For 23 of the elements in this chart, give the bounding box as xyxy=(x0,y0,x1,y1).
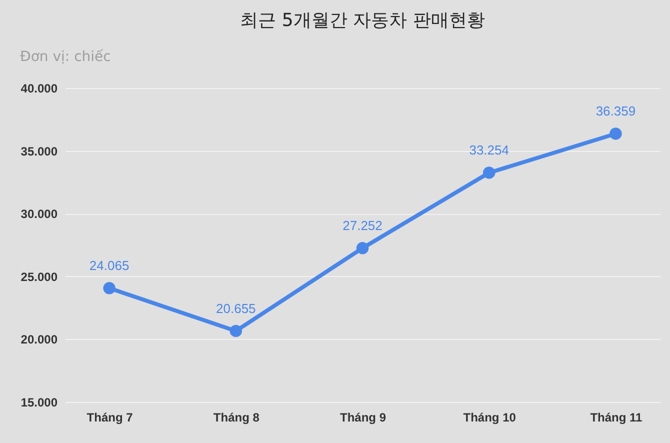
point xyxy=(356,242,369,254)
chart-title: 최근 5개월간 자동차 판매현황 xyxy=(240,10,485,31)
x-tick-label: Tháng 9 xyxy=(340,410,386,424)
y-tick-label: 30.000 xyxy=(20,207,58,222)
text: 27.252 xyxy=(342,218,382,234)
y-tick-label: 15.000 xyxy=(20,396,58,410)
point xyxy=(610,128,622,140)
text: 20.655 xyxy=(216,300,256,316)
y-tick-label: 20.000 xyxy=(20,332,58,347)
chart-subtitle: Đơn vị: chiếc xyxy=(20,49,111,65)
y-tick-label: 25.000 xyxy=(20,270,58,284)
text: 36.359 xyxy=(596,104,636,119)
point xyxy=(482,166,496,179)
x-tick-label: Tháng 11 xyxy=(590,410,643,424)
x-tick-label: Tháng 10 xyxy=(463,410,516,424)
point xyxy=(230,324,242,338)
x-tick-label: Tháng 7 xyxy=(86,410,134,424)
y-tick-label: 40.000 xyxy=(20,82,58,96)
x-tick-label: Tháng 8 xyxy=(213,410,260,424)
text: 33.254 xyxy=(469,142,509,158)
text: 24.065 xyxy=(89,258,130,274)
y-tick-label: 35.000 xyxy=(20,144,58,158)
point xyxy=(103,282,116,294)
